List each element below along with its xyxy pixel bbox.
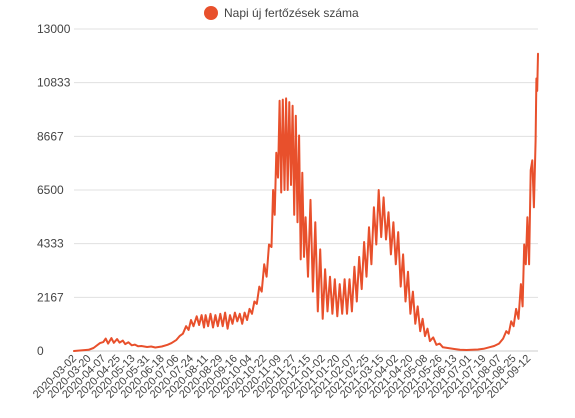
y-axis-ticks: 0 2167 4333 6500 8667 10833 13000 [37,22,71,358]
y-tick-label: 0 [37,344,44,358]
legend-label: Napi új fertőzések száma [224,6,359,20]
series-layer [73,52,539,352]
legend-marker [204,6,218,20]
y-tick-label: 10833 [37,76,71,90]
y-tick-label: 8667 [37,129,64,143]
legend[interactable]: Napi új fertőzések száma [204,6,359,20]
y-tick-label: 13000 [37,22,71,36]
grid-lines [74,28,538,352]
y-tick-label: 6500 [37,183,64,197]
y-tick-label: 4333 [37,237,64,251]
y-tick-label: 2167 [37,290,64,304]
series-line[interactable] [73,52,539,352]
x-axis-ticks: 2020-03-022020-03-202020-04-072020-04-25… [31,353,534,401]
